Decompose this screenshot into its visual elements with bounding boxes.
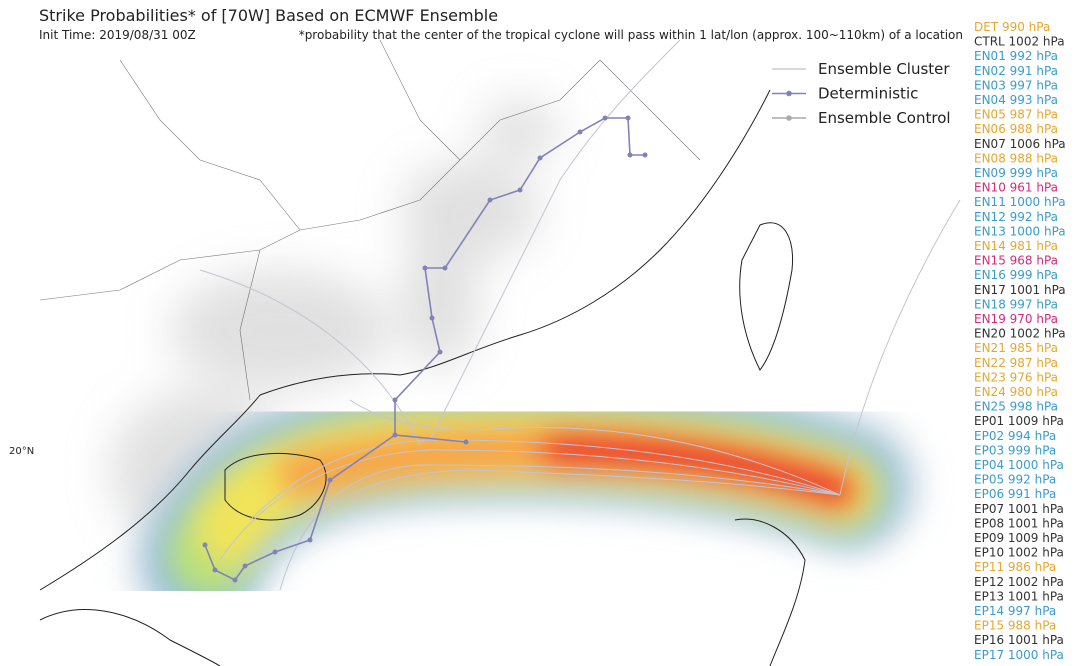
member-label: EP07 1001 hPa [974, 502, 1064, 516]
member-label: EP10 1002 hPa [974, 546, 1064, 560]
member-label: EP04 1000 hPa [974, 458, 1064, 472]
lat-label: 20°N [9, 446, 34, 457]
member-label: EN09 999 hPa [974, 166, 1058, 180]
member-label: EP06 991 hPa [974, 487, 1056, 501]
member-label: EN20 1002 hPa [974, 327, 1066, 341]
member-label: EN21 985 hPa [974, 341, 1058, 355]
probability-swath [125, 362, 925, 640]
member-label: EP08 1001 hPa [974, 516, 1064, 530]
footnote: *probability that the center of the trop… [299, 28, 963, 42]
member-label: EN11 1000 hPa [974, 195, 1066, 209]
member-label: EN13 1000 hPa [974, 224, 1066, 238]
member-label: EP14 997 hPa [974, 604, 1056, 618]
member-label: EN15 968 hPa [974, 254, 1058, 268]
member-label: EP05 992 hPa [974, 473, 1056, 487]
legend-label: Ensemble Control [818, 109, 951, 127]
member-label: DET 990 hPa [974, 20, 1050, 34]
member-label: EP12 1002 hPa [974, 575, 1064, 589]
member-label: EP16 1001 hPa [974, 633, 1064, 647]
member-label: EP15 988 hPa [974, 619, 1056, 633]
member-label: EN17 1001 hPa [974, 283, 1066, 297]
member-label: EN03 997 hPa [974, 78, 1058, 92]
member-label: EN23 976 hPa [974, 370, 1058, 384]
deterministic-track [202, 115, 648, 583]
member-label: CTRL 1002 hPa [974, 35, 1065, 49]
coastline [39, 89, 806, 666]
member-label: EP02 994 hPa [974, 429, 1056, 443]
member-label: EP01 1009 hPa [974, 414, 1064, 428]
member-label: EN02 991 hPa [974, 64, 1058, 78]
init-time: Init Time: 2019/08/31 00Z [39, 28, 196, 42]
legend-label: Ensemble Cluster [818, 60, 950, 78]
member-label: EN01 992 hPa [974, 49, 1058, 63]
member-label: EP03 999 hPa [974, 443, 1056, 457]
member-label: EN19 970 hPa [974, 312, 1058, 326]
title: Strike Probabilities* of [70W] Based on … [39, 6, 498, 25]
member-label: EP13 1001 hPa [974, 589, 1064, 603]
member-label: EN04 993 hPa [974, 93, 1058, 107]
member-label: EN18 997 hPa [974, 297, 1058, 311]
borders [39, 39, 701, 401]
member-label: EN08 988 hPa [974, 151, 1058, 165]
member-label: EN06 988 hPa [974, 122, 1058, 136]
member-label: EP17 1000 hPa [974, 648, 1064, 662]
legend-label: Deterministic [818, 85, 918, 103]
member-label: EN16 999 hPa [974, 268, 1058, 282]
member-label: EN07 1006 hPa [974, 137, 1066, 151]
member-label: EN24 980 hPa [974, 385, 1058, 399]
ensemble-tracks [199, 39, 961, 591]
member-label: EN14 981 hPa [974, 239, 1058, 253]
legend-marker [786, 115, 792, 121]
member-label: EN10 961 hPa [974, 181, 1058, 195]
legend: Ensemble Cluster Deterministic Ensemble Co… [772, 60, 951, 127]
member-label: EN25 998 hPa [974, 400, 1058, 414]
member-label: EN12 992 hPa [974, 210, 1058, 224]
member-label: EN05 987 hPa [974, 108, 1058, 122]
member-label: EP11 986 hPa [974, 560, 1056, 574]
member-label: EN22 987 hPa [974, 356, 1058, 370]
legend-marker [786, 90, 792, 97]
member-label: EP09 1009 hPa [974, 531, 1064, 545]
